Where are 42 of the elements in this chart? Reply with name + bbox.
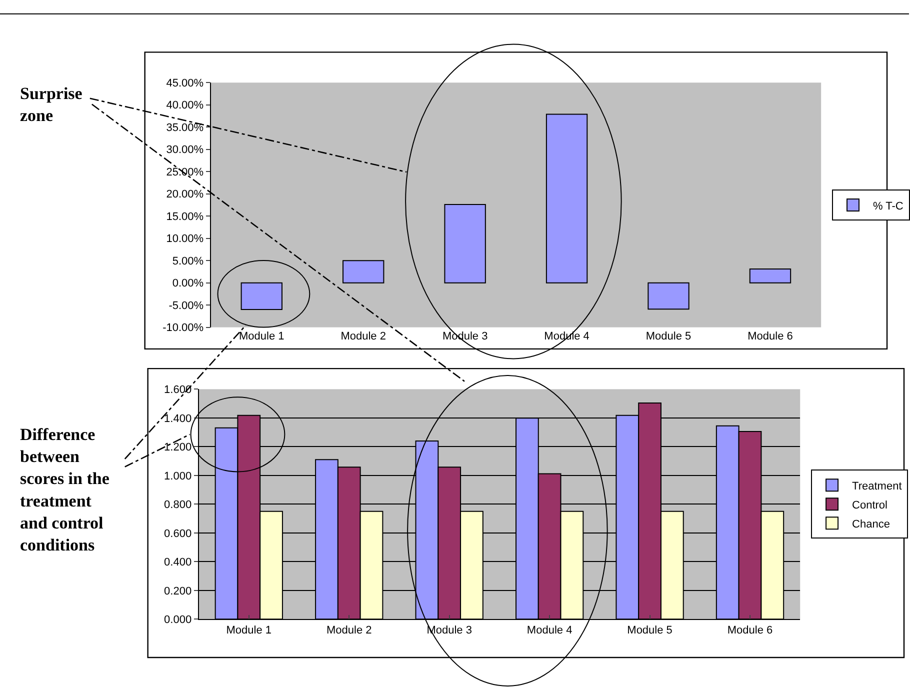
legend-label: Treatment [852, 480, 902, 492]
y-tick-label: 0.800 [164, 499, 192, 512]
y-tick-label: 45.00% [166, 77, 204, 90]
x-tick-label: Module 2 [340, 330, 386, 342]
x-tick-label: Module 1 [226, 624, 272, 636]
y-tick-label: 25.00% [166, 166, 204, 178]
text: Surprise zone [20, 84, 83, 126]
y-tick-label: 1.600 [164, 384, 192, 396]
bar [546, 114, 588, 284]
y-tick-label: -5.00% [168, 300, 204, 312]
y-tick-label: 0.200 [164, 585, 192, 598]
x-tick-label: Module 6 [727, 624, 773, 636]
x-tick-label: Module 6 [748, 330, 793, 342]
y-tick-label: 1.200 [164, 442, 192, 454]
y-tick-label: 40.00% [166, 100, 204, 112]
x-tick-label: Module 5 [646, 330, 692, 342]
legend-label: Chance [852, 518, 890, 530]
x-tick-label: Module 2 [326, 624, 372, 636]
bar [648, 282, 690, 310]
x-tick-label: Module 5 [627, 624, 672, 636]
bar [749, 268, 792, 284]
y-tick-label: 10.00% [166, 233, 204, 246]
y-tick-label: 0.400 [164, 556, 192, 569]
y-tick-label: 30.00% [166, 144, 204, 156]
y-tick-label: 0.00% [172, 278, 204, 290]
y-tick-label: 20.00% [166, 188, 204, 201]
bar [444, 204, 486, 284]
y-tick-label: 5.00% [172, 255, 204, 268]
y-tick-label: -10.00% [162, 322, 204, 334]
x-tick-label: Module 4 [526, 624, 572, 636]
x-tick-label: Module 1 [238, 330, 284, 342]
text: Difference between scores in the treatment and control conditions [20, 425, 110, 554]
y-tick-label: 1.400 [164, 412, 192, 425]
bar [240, 282, 282, 310]
y-tick-label: 35.00% [166, 122, 204, 134]
legend-label: Control [852, 499, 888, 512]
legend-label: % T-C [873, 200, 904, 212]
y-tick-label: 0.000 [164, 614, 192, 626]
y-tick-label: 0.600 [164, 528, 192, 540]
y-tick-label: 15.00% [166, 210, 204, 223]
y-tick-label: 1.000 [164, 470, 192, 482]
bar [342, 260, 384, 284]
